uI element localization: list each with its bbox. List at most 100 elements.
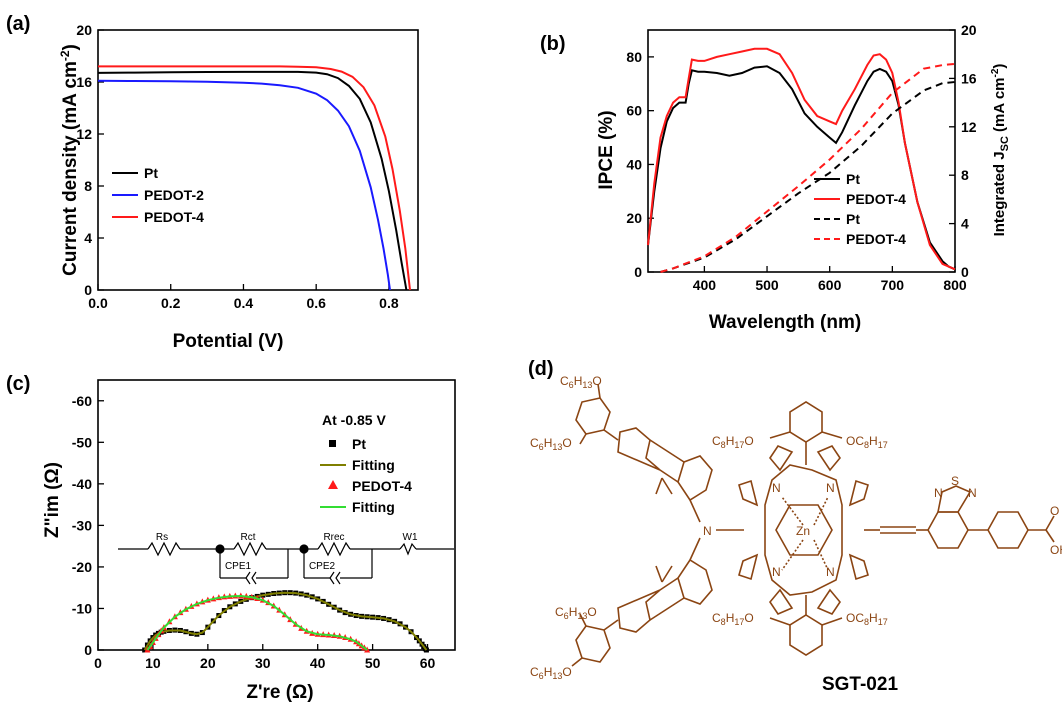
chart-c-ytick-label: -40 bbox=[72, 476, 92, 492]
svg-text:N: N bbox=[826, 481, 835, 495]
panel-label-b: (b) bbox=[540, 33, 566, 55]
chart-a-ytick-label: 16 bbox=[76, 74, 92, 90]
chart-c-xtick-label: 0 bbox=[94, 655, 102, 671]
chart-b-xlabel: Wavelength (nm) bbox=[709, 312, 861, 333]
chart-c-series-fit-3 bbox=[146, 594, 368, 651]
svg-text:S: S bbox=[951, 474, 959, 488]
chart-c-ytick-label: -20 bbox=[72, 559, 92, 575]
svg-text:N: N bbox=[968, 486, 977, 500]
chart-b-ytick-right-label: 20 bbox=[961, 22, 977, 38]
chart-c-xtick-label: 30 bbox=[255, 655, 271, 671]
chart-c-legend-2-label: PEDOT-4 bbox=[352, 478, 412, 494]
chart-a-series-pedot-4 bbox=[98, 65, 411, 291]
svg-text:N: N bbox=[826, 565, 835, 579]
chart-b-ytick-right-label: 8 bbox=[961, 167, 969, 183]
porphyrin-core: Zn N N N N bbox=[738, 445, 869, 615]
chart-b-xtick-label: 600 bbox=[818, 277, 842, 293]
chart-c-point-pt bbox=[423, 647, 429, 653]
chart-b-ytick-right-label: 4 bbox=[961, 216, 969, 232]
bottom-dialkoxyphenyl: C8H17O OC8H17 bbox=[712, 595, 888, 656]
panel-label-d: (d) bbox=[528, 358, 554, 380]
chart-b-legend-3-label: PEDOT-4 bbox=[846, 231, 906, 247]
chart-c-ytick-label: 0 bbox=[84, 642, 92, 658]
chart-a-xtick-label: 0.4 bbox=[234, 295, 254, 311]
chart-b-ytick-label: 60 bbox=[626, 103, 642, 119]
chart-a: Potential (V) Current density (mA cm-2) … bbox=[58, 22, 419, 352]
svg-text:OC8H17: OC8H17 bbox=[846, 611, 888, 627]
chart-c: Z're (Ω) Z"im (Ω) At -0.85 V 0 10 20 30 40 50… bbox=[42, 379, 456, 703]
chart-c-xtick-label: 60 bbox=[420, 655, 436, 671]
chart-a-series-pedot-2 bbox=[97, 79, 391, 291]
chart-c-xlabel: Z're (Ω) bbox=[246, 682, 313, 703]
chart-b-ytick-label: 20 bbox=[626, 210, 642, 226]
panel-label-c: (c) bbox=[6, 373, 30, 395]
chart-b-ytick-label: 80 bbox=[626, 49, 642, 65]
chart-a-legend-pedot-2-label: PEDOT-2 bbox=[144, 187, 204, 203]
chart-b: Wavelength (nm) IPCE (%) Integrated JSC … bbox=[596, 22, 1011, 333]
chart-b-ytick-right-label: 12 bbox=[961, 119, 977, 135]
compound-label: SGT-021 bbox=[822, 674, 898, 695]
chart-b-xtick-label: 700 bbox=[881, 277, 905, 293]
svg-text:N: N bbox=[703, 524, 712, 538]
chart-b-ytick-right-label: 0 bbox=[961, 264, 969, 280]
circuit-label-cpe1: CPE1 bbox=[225, 561, 252, 572]
chart-a-xtick-label: 0.8 bbox=[379, 295, 399, 311]
chart-b-legend-0-label: Pt bbox=[846, 171, 860, 187]
circuit-label-rrec: Rrec bbox=[323, 532, 344, 543]
chart-c-series-fit-1 bbox=[143, 591, 428, 651]
chart-b-frame bbox=[647, 29, 956, 273]
svg-text:N: N bbox=[934, 486, 943, 500]
chart-c-xtick-label: 40 bbox=[310, 655, 326, 671]
svg-text:N: N bbox=[772, 481, 781, 495]
chart-c-legend-0-swatch bbox=[329, 440, 336, 447]
circuit-label-w1: W1 bbox=[403, 532, 418, 543]
chart-c-ylabel: Z"im (Ω) bbox=[42, 462, 63, 538]
svg-text:OC8H17: OC8H17 bbox=[846, 434, 888, 450]
chart-c-xtick-label: 50 bbox=[365, 655, 381, 671]
chart-b-legend-2-label: Pt bbox=[846, 211, 860, 227]
chart-a-xlabel: Potential (V) bbox=[173, 331, 284, 352]
chart-c-ytick-label: -10 bbox=[72, 600, 92, 616]
svg-text:C6H13O: C6H13O bbox=[560, 374, 602, 390]
svg-text:OH: OH bbox=[1050, 543, 1062, 557]
svg-text:C6H13O: C6H13O bbox=[555, 605, 597, 621]
chart-b-xtick-label: 500 bbox=[755, 277, 779, 293]
svg-text:C8H17O: C8H17O bbox=[712, 611, 754, 627]
svg-text:O: O bbox=[1050, 504, 1059, 518]
chart-b-ytick-label: 0 bbox=[634, 264, 642, 280]
chart-b-series-1 bbox=[647, 47, 956, 271]
chart-c-ytick-label: -30 bbox=[72, 517, 92, 533]
chart-a-ytick-label: 12 bbox=[76, 126, 92, 142]
circuit-label-rct: Rct bbox=[241, 532, 256, 543]
chart-a-ytick-label: 8 bbox=[84, 178, 92, 194]
svg-text:C6H13O: C6H13O bbox=[530, 436, 572, 452]
svg-text:C8H17O: C8H17O bbox=[712, 434, 754, 450]
chart-b-ylabel-left: IPCE (%) bbox=[596, 110, 617, 189]
chart-c-legend-1-label: Fitting bbox=[352, 457, 395, 473]
circuit-label-cpe2: CPE2 bbox=[309, 561, 336, 572]
chart-b-xtick-label: 800 bbox=[943, 277, 967, 293]
chart-b-legend-1-label: PEDOT-4 bbox=[846, 191, 906, 207]
chart-c-ytick-label: -60 bbox=[72, 393, 92, 409]
svg-text:Zn: Zn bbox=[796, 524, 810, 538]
chart-c-legend-2-swatch bbox=[328, 480, 338, 489]
chart-a-legend-pedot-4-label: PEDOT-4 bbox=[144, 209, 204, 225]
chart-a-ytick-label: 0 bbox=[84, 282, 92, 298]
chart-a-series-pt bbox=[97, 70, 408, 291]
chart-a-xtick-label: 0.6 bbox=[306, 295, 326, 311]
equivalent-circuit bbox=[118, 541, 454, 585]
chart-a-ylabel: Current density (mA cm-2) bbox=[58, 44, 81, 276]
chart-a-ytick-label: 20 bbox=[76, 22, 92, 38]
chart-a-ytick-label: 4 bbox=[84, 230, 92, 246]
chart-b-xtick-label: 400 bbox=[693, 277, 717, 293]
chart-b-ylabel-right: Integrated JSC (mA cm-2) bbox=[990, 64, 1011, 237]
chart-b-series-2 bbox=[660, 81, 956, 273]
chart-a-legend-pt-label: Pt bbox=[144, 165, 158, 181]
circuit-label-rs: Rs bbox=[156, 532, 168, 543]
chart-b-series-0 bbox=[647, 65, 956, 271]
chart-b-series-3 bbox=[660, 62, 956, 273]
panel-label-a: (a) bbox=[6, 13, 30, 35]
chart-a-xtick-label: 0.2 bbox=[161, 295, 181, 311]
chart-a-xtick-label: 0.0 bbox=[88, 295, 108, 311]
